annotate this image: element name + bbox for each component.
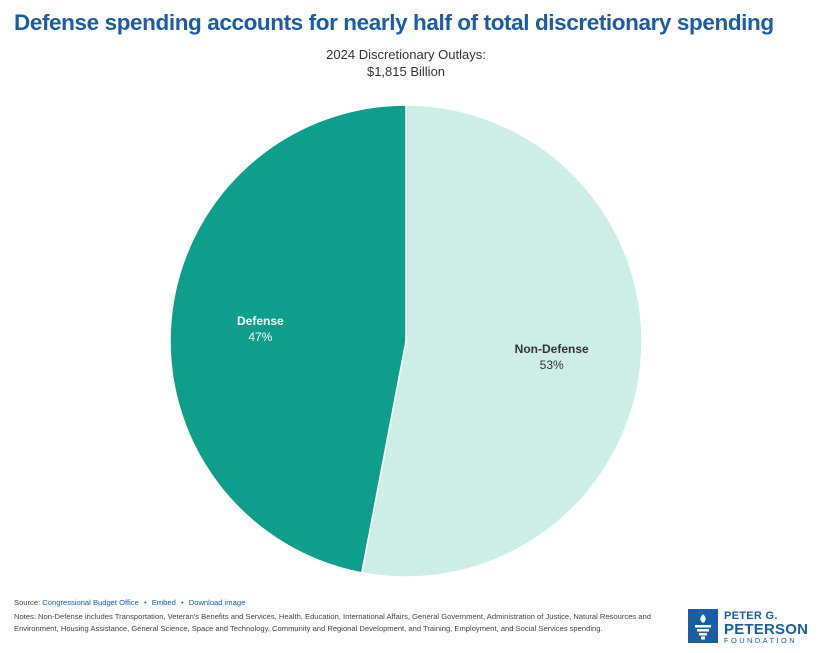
slice-label-non-defense: Non-Defense xyxy=(515,342,589,356)
slice-value-non-defense: 53% xyxy=(540,358,564,372)
separator-1: • xyxy=(143,598,147,607)
pie-slice-non-defense xyxy=(360,104,643,578)
separator-2: • xyxy=(180,598,184,607)
logo-line-1: PETER G. xyxy=(724,610,778,622)
slice-value-defense: 47% xyxy=(248,330,272,344)
logo-wordmark: PETER G. PETERSON FOUNDATION xyxy=(724,610,808,645)
download-image-link[interactable]: Download image xyxy=(188,598,246,607)
chart-footer: Source: Congressional Budget Office • Em… xyxy=(14,597,674,634)
chart-notes: Notes: Non-Defense includes Transportati… xyxy=(14,612,651,633)
logo-line-2: PETERSON xyxy=(724,621,809,638)
pie-slice-defense xyxy=(169,104,407,574)
chart-title-line-1: 2024 Discretionary Outlays: xyxy=(326,47,486,62)
chart-title: 2024 Discretionary Outlays: $1,815 Billi… xyxy=(0,46,812,80)
source-prefix: Source: xyxy=(14,598,41,607)
source-link[interactable]: Congressional Budget Office xyxy=(42,598,139,607)
slice-label-defense: Defense xyxy=(237,314,284,328)
page-headline: Defense spending accounts for nearly hal… xyxy=(14,10,774,35)
torch-logo-icon xyxy=(688,609,718,643)
peterson-foundation-logo[interactable]: PETER G. PETERSON FOUNDATION xyxy=(688,609,818,645)
embed-link[interactable]: Embed xyxy=(151,598,176,607)
chart-title-line-2: $1,815 Billion xyxy=(366,64,446,79)
source-line: Source: Congressional Budget Office • Em… xyxy=(14,597,674,608)
logo-line-3: FOUNDATION xyxy=(724,636,798,645)
